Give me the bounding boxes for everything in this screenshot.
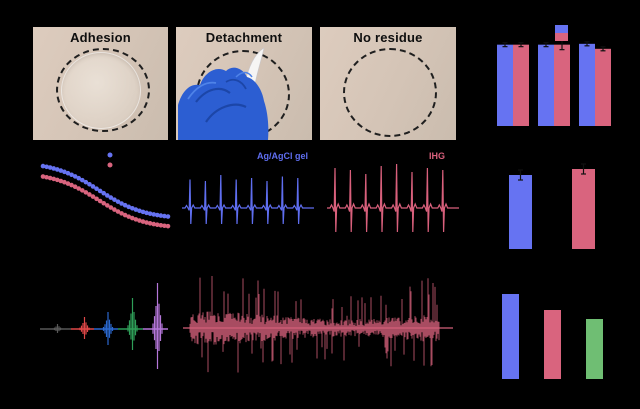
photo-detachment: Detachment [176,27,312,140]
ecg-trace-pink [327,163,459,233]
glove-fold [205,103,247,123]
top-right-bar-chart [497,25,611,126]
emg-dense-trace [183,276,453,373]
dashed-circle-3 [343,48,437,137]
glove-icon [178,47,269,140]
ecg-trace-blue [182,174,314,225]
photo-label-detachment: Detachment [205,30,283,45]
glove-fold [225,78,247,90]
ecg-blue-label: Ag/AgCl gel [257,151,308,161]
bottom-right-bar-chart [502,294,603,379]
glove-highlight [235,71,253,78]
photo-label-adhesion: Adhesion [70,30,131,45]
middle-right-bar-chart [509,163,595,249]
glove-fold [195,87,231,103]
dashed-circle-1 [56,48,150,132]
photo-no-residue: No residue [320,27,456,140]
photo-adhesion: Adhesion [33,27,168,140]
emg-levels-trace [40,283,168,369]
glove-highlight [187,81,217,100]
impedance-scatter-chart [40,152,171,229]
photo-label-no-residue: No residue [353,30,423,45]
ecg-pink-label: IHG [429,151,446,161]
